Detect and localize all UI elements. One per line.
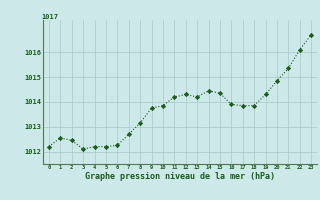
Text: 1017: 1017 (42, 14, 59, 20)
X-axis label: Graphe pression niveau de la mer (hPa): Graphe pression niveau de la mer (hPa) (85, 172, 275, 181)
